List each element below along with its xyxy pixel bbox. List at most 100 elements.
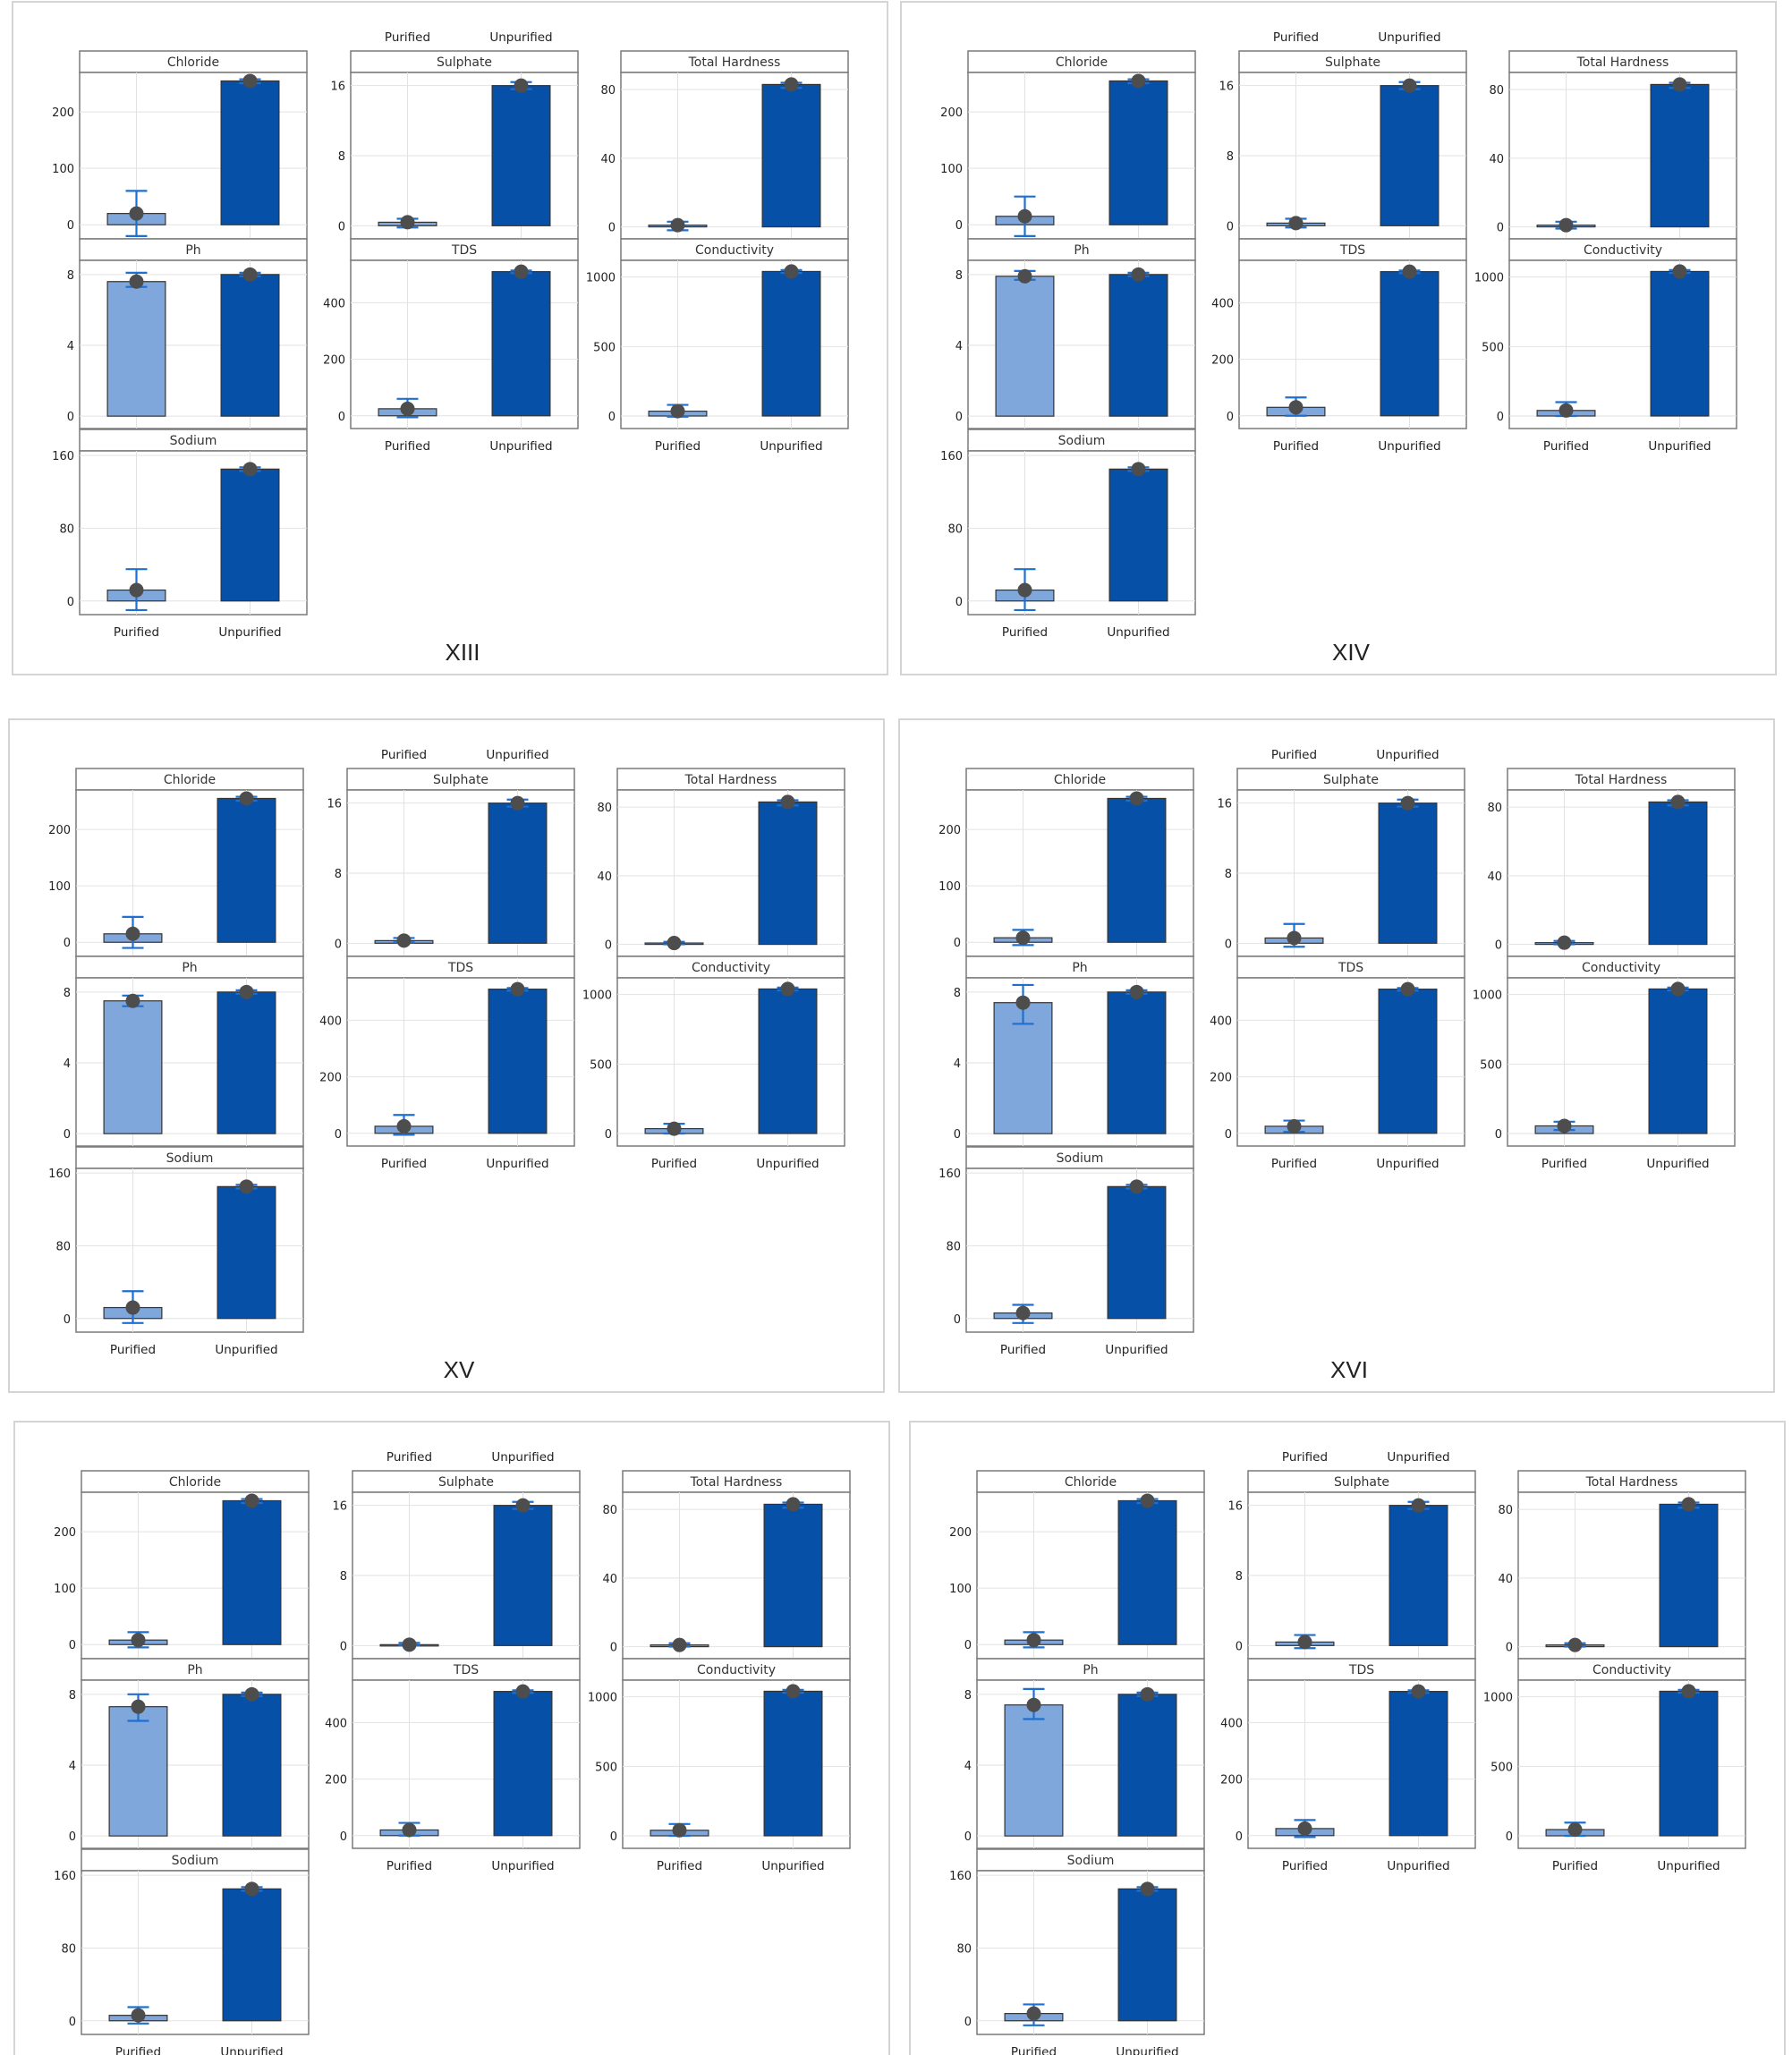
y-tick-label: 80	[946, 1240, 961, 1253]
x-category-label: Unpurified	[1657, 1859, 1720, 1873]
panel-title: Conductivity	[692, 961, 770, 975]
panel-xv-chloride: Chloride 0 100 200	[48, 768, 304, 957]
mean-point-purified	[1015, 995, 1031, 1010]
panel-xvii-chloride: Chloride 0 100 200	[54, 1470, 310, 1660]
y-tick-label: 8	[954, 987, 961, 1000]
x-category-label-top: Unpurified	[1376, 748, 1439, 762]
y-tick-label: 0	[69, 1830, 76, 1844]
y-tick-label: 400	[325, 1717, 347, 1730]
x-category-label: Purified	[1552, 1859, 1598, 1873]
chart-group-xvii: Chloride 0 100 200 Sulphate 0 8 16 Purified Unpur…	[13, 1421, 890, 2055]
panel-title: Total Hardness	[688, 55, 781, 70]
x-category-label: Purified	[1541, 1157, 1587, 1171]
mean-point-purified	[1557, 1118, 1572, 1134]
panel-xvii-ph: Ph 0 4 8	[69, 1658, 310, 1849]
panel-title: Sulphate	[437, 55, 492, 70]
y-tick-label: 0	[340, 1830, 347, 1844]
x-category-label: Unpurified	[1105, 1343, 1168, 1357]
x-category-label: Purified	[651, 1157, 697, 1171]
mean-point-unpurified	[1402, 78, 1417, 93]
bar-unpurified	[758, 988, 818, 1134]
y-tick-label: 8	[64, 987, 71, 1000]
y-tick-label: 0	[64, 1313, 71, 1327]
bar-unpurified	[1659, 1503, 1719, 1648]
y-tick-label: 200	[52, 106, 74, 120]
panel-xvi-ph: Ph 0 4 8	[954, 955, 1194, 1147]
y-tick-label: 400	[323, 297, 345, 310]
strip-header	[79, 238, 308, 261]
y-tick-label: 100	[54, 1583, 76, 1596]
mean-point-unpurified	[242, 73, 258, 89]
strip-header	[350, 50, 579, 73]
x-category-label: Purified	[1011, 2045, 1057, 2055]
y-tick-label: 80	[55, 1240, 71, 1253]
bar-unpurified	[1650, 270, 1710, 417]
x-category-label-top: Purified	[1282, 1450, 1328, 1465]
x-category-label-top: Unpurified	[1378, 30, 1440, 45]
mean-point-purified	[1026, 2006, 1041, 2021]
x-category-label: Unpurified	[489, 439, 552, 454]
x-category-label: Unpurified	[491, 1859, 554, 1873]
bar-unpurified	[1380, 85, 1440, 226]
y-tick-label: 1000	[582, 989, 612, 1003]
mean-point-unpurified	[1670, 794, 1686, 810]
panel-xviii-chloride: Chloride 0 100 200	[949, 1470, 1205, 1660]
y-tick-label: 0	[608, 222, 616, 235]
y-tick-label: 0	[955, 596, 963, 609]
x-category-label-top: Unpurified	[491, 1450, 554, 1465]
y-tick-label: 8	[340, 1570, 347, 1584]
x-category-label: Purified	[385, 439, 430, 454]
mean-point-unpurified	[239, 1179, 254, 1194]
y-tick-label: 0	[1497, 411, 1504, 424]
y-tick-label: 40	[1498, 1573, 1513, 1586]
mean-point-unpurified	[1140, 1881, 1155, 1897]
strip-header	[75, 768, 304, 791]
strip-header	[1517, 1658, 1746, 1681]
x-category-label: Unpurified	[756, 1157, 819, 1171]
mean-point-unpurified	[244, 1493, 259, 1508]
y-tick-label: 100	[938, 880, 961, 894]
y-tick-label: 80	[61, 1942, 76, 1956]
y-tick-label: 200	[938, 824, 961, 837]
y-tick-label: 80	[597, 802, 612, 815]
y-tick-label: 0	[608, 411, 616, 424]
panel-title: Total Hardness	[1576, 55, 1669, 70]
panel-title: Ph	[182, 961, 197, 975]
bar-unpurified	[1378, 802, 1438, 944]
panel-xviii-total-hardness: Total Hardness 0 40 80	[1498, 1470, 1746, 1660]
mean-point-unpurified	[1140, 1686, 1155, 1702]
bar-unpurified	[488, 989, 548, 1134]
y-tick-label: 80	[59, 522, 74, 536]
y-tick-label: 100	[52, 163, 74, 176]
y-tick-label: 0	[338, 411, 345, 424]
mean-point-purified	[1297, 1821, 1312, 1836]
strip-header	[75, 955, 304, 979]
mean-point-unpurified	[1131, 73, 1146, 89]
x-category-label: Purified	[1000, 1343, 1046, 1357]
mean-point-unpurified	[1672, 264, 1687, 279]
strip-header	[81, 1658, 310, 1681]
bar-purified	[1004, 1704, 1064, 1837]
panel-title: Sulphate	[1325, 55, 1380, 70]
strip-header	[352, 1470, 581, 1493]
mean-point-unpurified	[515, 1498, 531, 1513]
y-tick-label: 0	[954, 937, 961, 950]
y-tick-label: 500	[1482, 341, 1504, 354]
y-tick-label: 16	[1217, 798, 1232, 811]
mean-point-purified	[1287, 1118, 1302, 1134]
mean-point-unpurified	[1411, 1498, 1426, 1513]
panel-title: Conductivity	[697, 1663, 776, 1677]
panel-title: Chloride	[1065, 1475, 1117, 1490]
bar-unpurified	[1648, 801, 1708, 946]
x-category-label: Unpurified	[761, 1859, 824, 1873]
y-tick-label: 80	[1487, 802, 1502, 815]
x-category-label-top: Purified	[381, 748, 427, 762]
panel-xvi-total-hardness: Total Hardness 0 40 80	[1487, 768, 1736, 957]
group-label: XIV	[1332, 639, 1371, 666]
y-tick-label: 0	[610, 1830, 617, 1844]
chart-group-xiii: Chloride 0 100 200 Sulphate 0 8 16 Purified Unpur…	[12, 1, 888, 675]
y-tick-label: 16	[332, 1500, 347, 1514]
y-tick-label: 200	[54, 1526, 76, 1540]
panel-xv-tds: TDS 0 200 400 Purified Unpurified	[319, 955, 575, 1171]
